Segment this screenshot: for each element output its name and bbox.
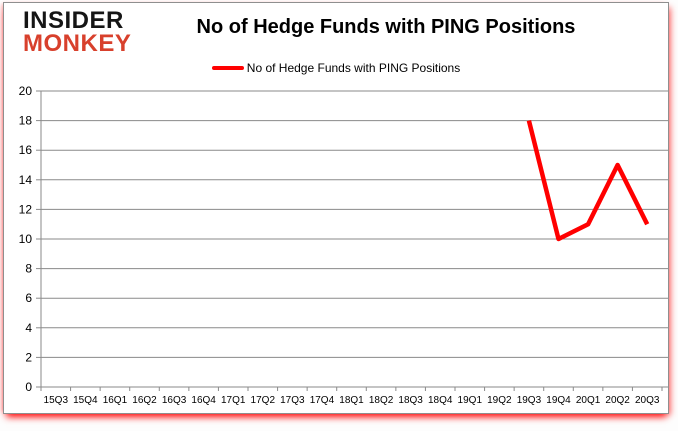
y-tick-label: 0 xyxy=(25,380,32,394)
y-tick-label: 8 xyxy=(25,262,32,276)
x-tick-label: 17Q2 xyxy=(251,395,276,406)
x-tick-label: 16Q2 xyxy=(132,395,157,406)
y-tick-label: 2 xyxy=(25,350,32,364)
logo-text-insider: INSIDER xyxy=(23,7,124,34)
y-tick-label: 14 xyxy=(19,173,33,187)
chart-legend: No of Hedge Funds with PING Positions xyxy=(4,61,668,75)
y-tick-label: 6 xyxy=(25,291,32,305)
x-tick-label: 20Q1 xyxy=(576,395,601,406)
line-chart: 0 2 4 6 8 10 12 14 16 18 20 15Q3 15Q4 16Q1 16Q2 16Q3 16Q… xyxy=(19,84,668,406)
x-tick-label: 19Q3 xyxy=(517,395,542,406)
x-tick-label: 16Q3 xyxy=(162,395,187,406)
y-tick-label: 18 xyxy=(19,114,33,128)
logo-text-monkey: MONKEY xyxy=(23,30,132,57)
x-tick-label: 20Q3 xyxy=(635,395,660,406)
chart-title: No of Hedge Funds with PING Positions xyxy=(196,16,576,38)
x-tick-label: 17Q1 xyxy=(221,395,246,406)
x-tick-label: 18Q4 xyxy=(428,395,453,406)
insider-monkey-logo: INSIDER MONKEY xyxy=(23,7,132,57)
x-tick-label: 15Q3 xyxy=(44,395,69,406)
x-tick-label: 18Q3 xyxy=(398,395,423,406)
x-tick-label: 15Q4 xyxy=(73,395,98,406)
x-tick-label: 16Q4 xyxy=(191,395,216,406)
x-tick-label: 20Q2 xyxy=(605,395,630,406)
series-line xyxy=(526,120,650,242)
x-tick-label: 19Q2 xyxy=(487,395,512,406)
legend-label: No of Hedge Funds with PING Positions xyxy=(246,61,461,75)
y-tick-label: 16 xyxy=(19,143,33,157)
x-tick-label: 17Q4 xyxy=(310,395,335,406)
y-tick-label: 20 xyxy=(19,84,33,98)
x-tick-label: 18Q1 xyxy=(339,395,364,406)
x-tick-label: 16Q1 xyxy=(103,395,128,406)
y-tick-label: 12 xyxy=(19,202,33,216)
legend-line-swatch xyxy=(211,66,244,70)
y-tick-label: 10 xyxy=(19,232,33,246)
x-tick-label: 19Q4 xyxy=(546,395,571,406)
y-tick-label: 4 xyxy=(25,321,32,335)
chart-panel: INSIDER MONKEY No of Hedge Funds with PI… xyxy=(3,2,669,414)
x-tick-label: 18Q2 xyxy=(369,395,394,406)
x-tick-label: 19Q1 xyxy=(458,395,483,406)
x-tick-label: 17Q3 xyxy=(280,395,305,406)
